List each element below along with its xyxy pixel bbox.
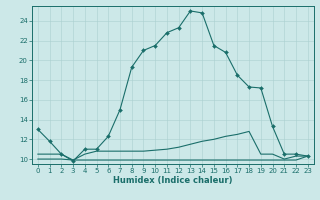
- X-axis label: Humidex (Indice chaleur): Humidex (Indice chaleur): [113, 176, 233, 185]
